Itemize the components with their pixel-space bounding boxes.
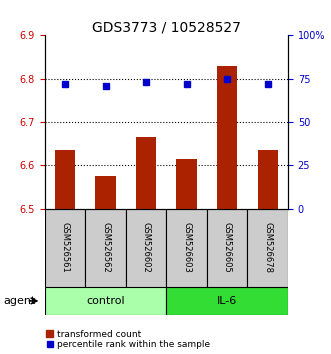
Title: GDS3773 / 10528527: GDS3773 / 10528527: [92, 20, 241, 34]
Bar: [45, 209, 85, 287]
Text: agent: agent: [3, 296, 36, 306]
Text: GSM526605: GSM526605: [223, 222, 232, 273]
Bar: [45, 287, 166, 315]
Text: IL-6: IL-6: [217, 296, 237, 306]
Bar: [207, 209, 247, 287]
Bar: [55, 150, 75, 209]
Legend: transformed count, percentile rank within the sample: transformed count, percentile rank withi…: [46, 330, 210, 349]
Bar: [176, 159, 197, 209]
Text: GSM526562: GSM526562: [101, 222, 110, 273]
Bar: [217, 66, 237, 209]
Bar: [85, 209, 126, 287]
Text: GSM526602: GSM526602: [142, 222, 151, 273]
Text: control: control: [86, 296, 125, 306]
Text: GSM526561: GSM526561: [61, 222, 70, 273]
Text: GSM526603: GSM526603: [182, 222, 191, 273]
Text: GSM526678: GSM526678: [263, 222, 272, 273]
Bar: [136, 137, 156, 209]
Bar: [166, 209, 207, 287]
Bar: [95, 176, 116, 209]
Bar: [258, 150, 278, 209]
Bar: [247, 209, 288, 287]
Bar: [126, 209, 166, 287]
Bar: [166, 287, 288, 315]
